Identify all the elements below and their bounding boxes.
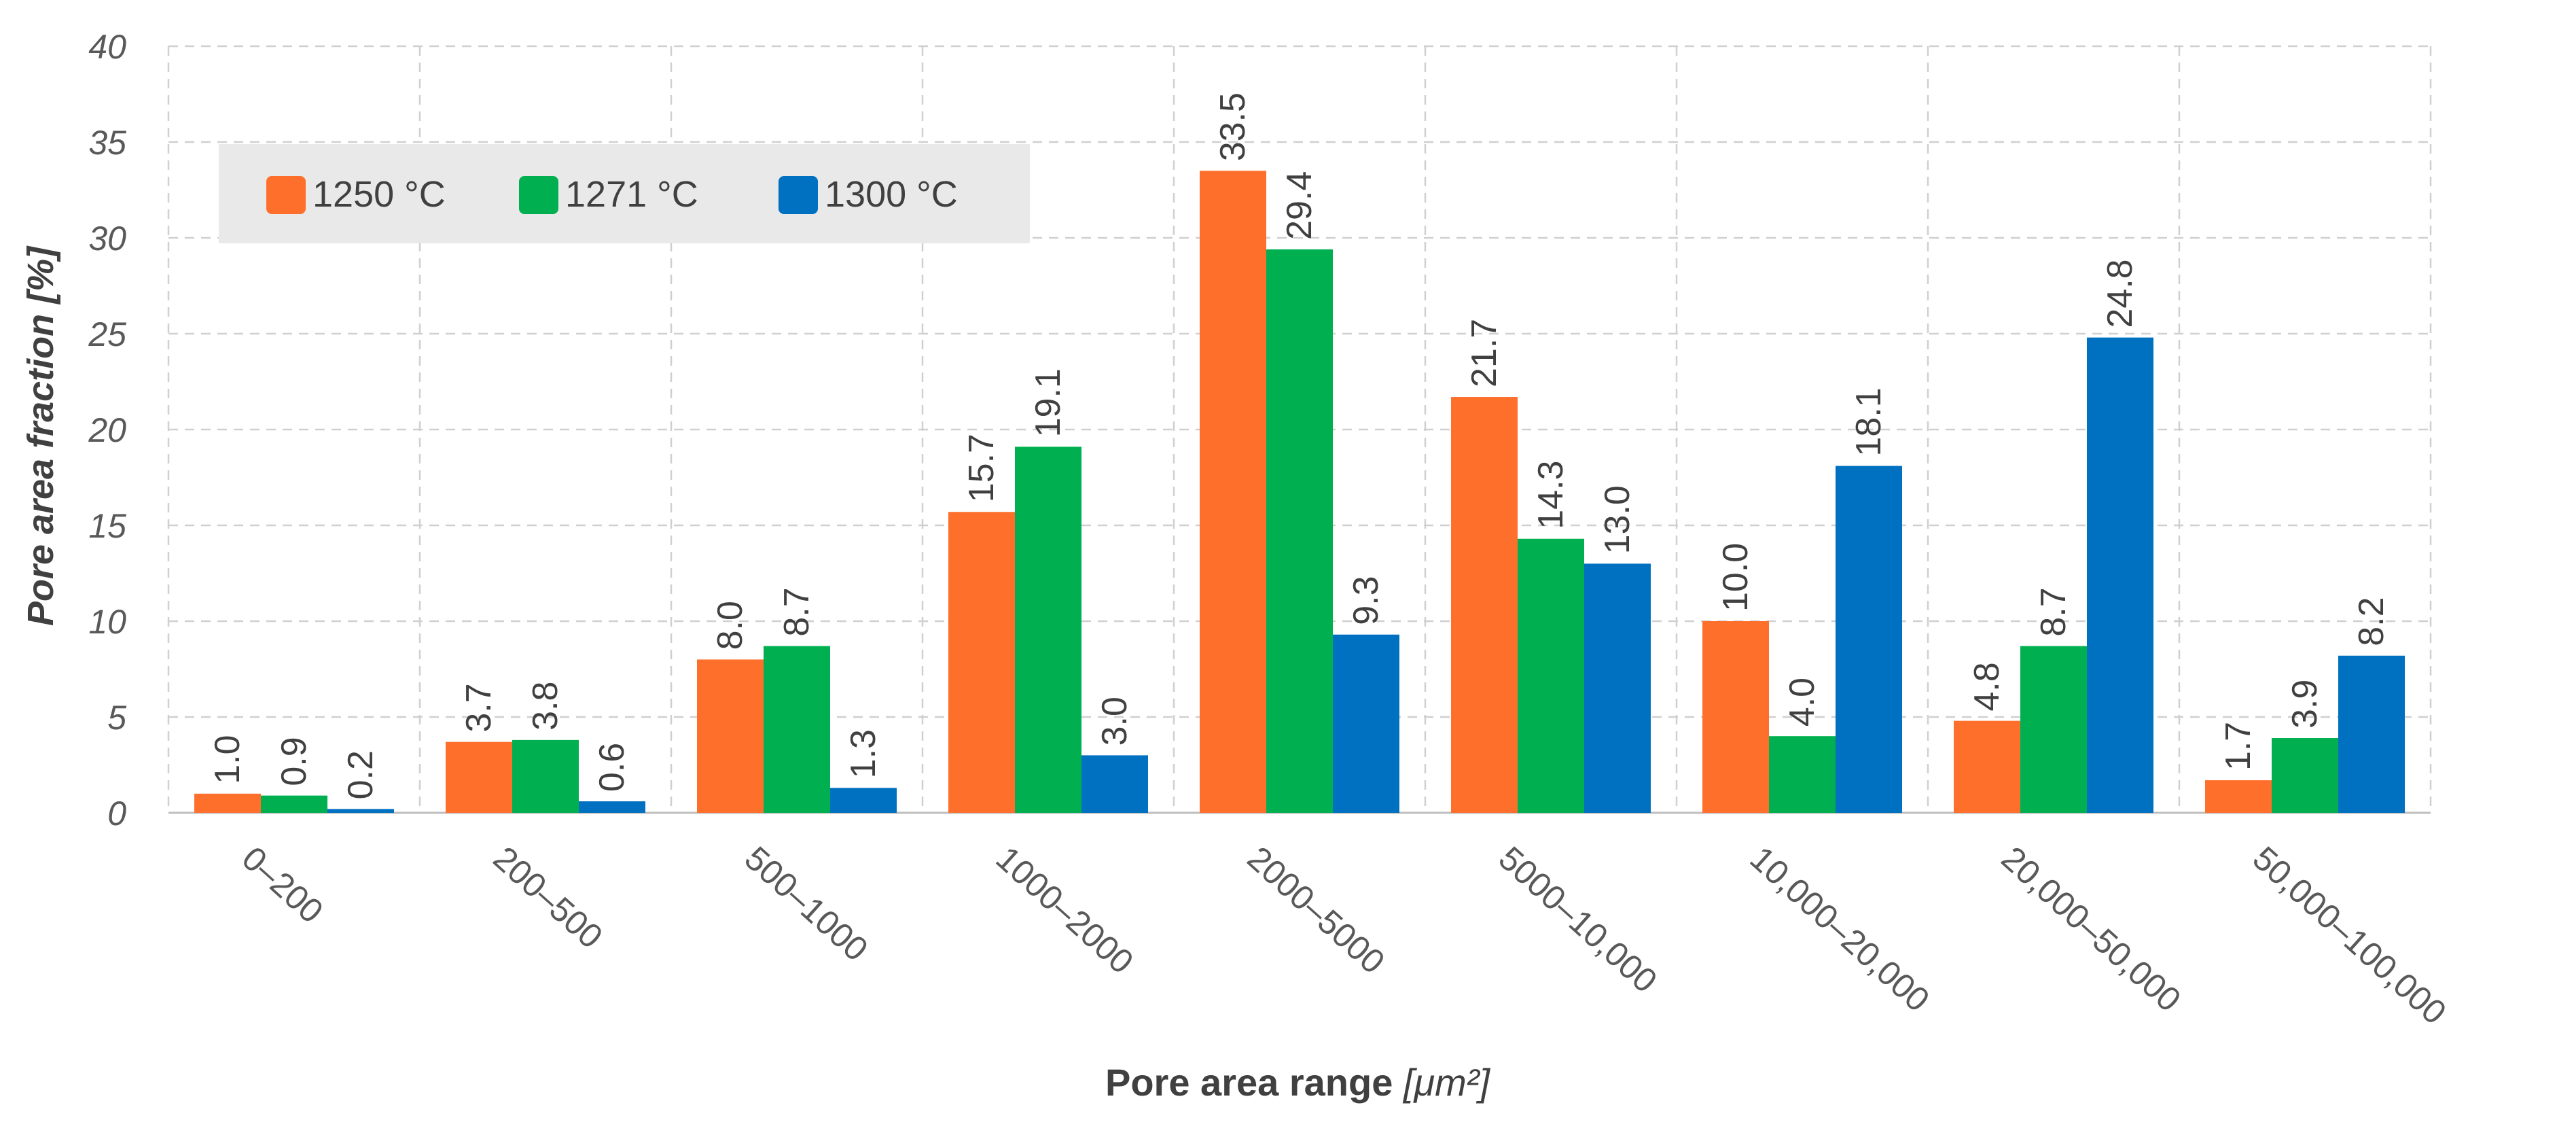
bar-3-9: [2338, 655, 2405, 813]
y-tick-label: 10: [88, 603, 126, 641]
data-label: 21.7: [1465, 319, 1504, 387]
legend-label: 1271 °C: [565, 174, 698, 215]
data-label: 33.5: [1213, 92, 1253, 161]
bar-1-9: [2205, 780, 2272, 813]
bar-1-2: [446, 741, 512, 813]
data-label: 19.1: [1028, 368, 1068, 437]
bar-1-3: [697, 659, 764, 813]
legend-swatch: [266, 176, 306, 214]
data-label: 1.3: [844, 729, 883, 778]
legend-swatch: [779, 176, 818, 214]
data-label: 4.8: [1967, 662, 2007, 711]
bars: [194, 171, 2405, 814]
bar-2-8: [2020, 646, 2087, 813]
bar-3-4: [1081, 755, 1148, 813]
data-label: 14.3: [1531, 461, 1571, 529]
bar-2-7: [1769, 736, 1836, 813]
data-label: 3.9: [2285, 680, 2325, 729]
bar-3-8: [2087, 337, 2153, 813]
bar-2-5: [1266, 249, 1333, 813]
y-tick-label: 15: [88, 507, 126, 545]
bar-2-9: [2272, 738, 2338, 813]
data-label: 1.0: [208, 735, 247, 784]
y-tick-label: 30: [88, 220, 126, 258]
bar-3-3: [830, 788, 897, 813]
data-label: 0.6: [592, 743, 632, 792]
bar-3-5: [1333, 634, 1399, 813]
data-label: 9.3: [1346, 576, 1386, 625]
y-axis-title: Pore area fraction [%]: [20, 245, 61, 626]
bar-3-7: [1836, 466, 1902, 813]
bar-1-6: [1451, 397, 1518, 813]
bar-3-2: [579, 801, 645, 813]
data-label: 8.0: [711, 601, 750, 650]
bar-3-6: [1584, 563, 1651, 813]
data-label: 1.7: [2219, 722, 2258, 771]
data-label: 8.7: [2034, 587, 2073, 636]
bar-3-1: [327, 809, 394, 813]
bar-2-1: [261, 795, 327, 813]
bar-1-4: [948, 512, 1015, 813]
data-label: 0.2: [341, 750, 380, 799]
y-tick-label: 35: [88, 124, 126, 162]
data-label: 24.8: [2100, 259, 2140, 328]
y-tick-label: 5: [107, 699, 126, 737]
legend-box: [219, 144, 1030, 243]
legend-label: 1300 °C: [825, 174, 958, 215]
y-tick-label: 20: [88, 411, 126, 449]
y-tick-label: 40: [88, 28, 126, 66]
data-label: 8.2: [2352, 597, 2391, 646]
data-label: 3.7: [459, 683, 499, 732]
data-label: 10.0: [1716, 543, 1755, 612]
data-labels: 1.0 0.9 0.2 3.7 3.8 0.6 8.0 8.7 1.3 15.7 19.1 3.0 33…: [208, 92, 2391, 799]
bar-1-5: [1200, 171, 1266, 814]
data-label: 3.8: [526, 682, 565, 731]
bar-2-6: [1518, 538, 1584, 813]
legend: 1250 °C 1271 °C 1300 °C: [219, 144, 1030, 243]
data-label: 8.7: [777, 587, 817, 636]
legend-label: 1250 °C: [312, 174, 446, 215]
data-label: 18.1: [1849, 387, 1889, 456]
bar-2-4: [1015, 447, 1081, 813]
data-label: 4.0: [1783, 678, 1822, 727]
bar-1-1: [194, 793, 261, 813]
legend-swatch: [519, 176, 558, 214]
bar-2-2: [512, 739, 579, 813]
bar-1-8: [1954, 720, 2020, 813]
data-label: 15.7: [962, 434, 1001, 502]
data-label: 13.0: [1598, 485, 1637, 554]
y-tick-label: 25: [88, 315, 126, 353]
data-label: 0.9: [274, 737, 314, 786]
x-axis-title: Pore area range [μm²]: [1105, 1061, 1490, 1104]
bar-1-7: [1702, 621, 1769, 813]
data-label: 29.4: [1280, 171, 1319, 240]
bar-2-3: [764, 646, 830, 813]
data-label: 3.0: [1095, 697, 1134, 746]
y-tick-label: 0: [107, 794, 126, 833]
